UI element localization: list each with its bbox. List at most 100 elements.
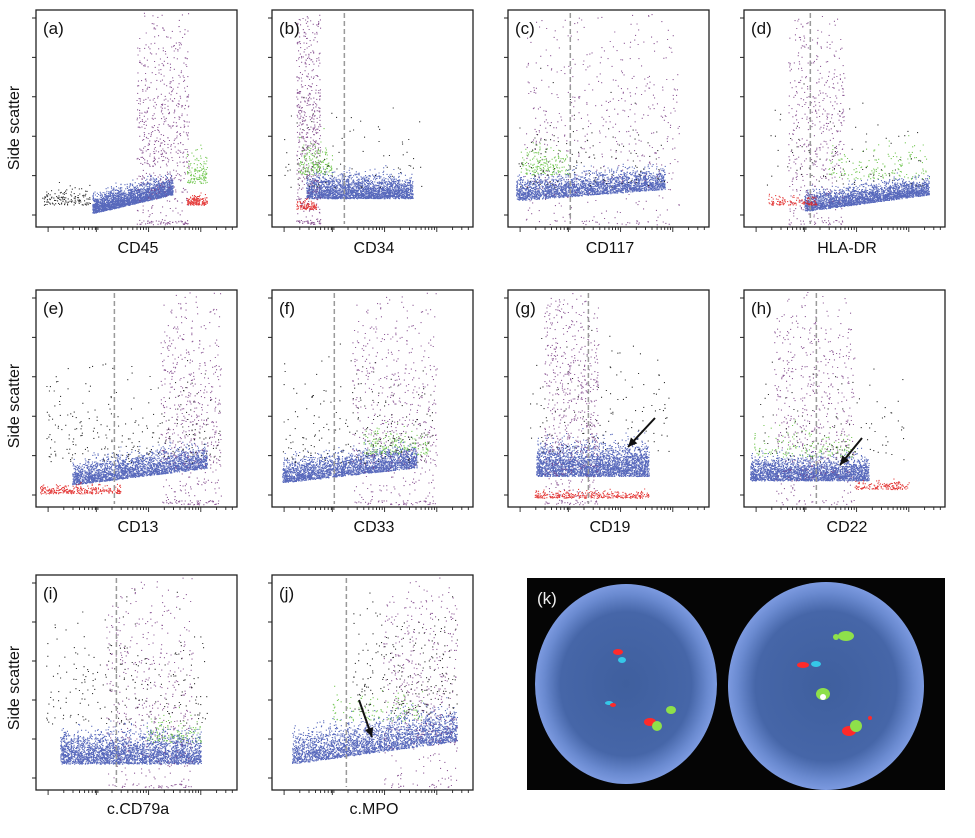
population-purple bbox=[383, 577, 458, 789]
scatter-points bbox=[46, 577, 208, 789]
population-purple bbox=[544, 293, 600, 506]
scatter-panel-d: (d) bbox=[740, 9, 946, 232]
arrow-head bbox=[628, 437, 638, 447]
plot-frame bbox=[271, 289, 474, 508]
y-ticks bbox=[268, 297, 272, 496]
scatter-panel-h: (h) bbox=[740, 289, 946, 512]
plot-frame bbox=[35, 9, 238, 228]
x-axis-label-c: CD117 bbox=[585, 240, 635, 257]
y-ticks bbox=[504, 17, 508, 216]
fish-signal-green bbox=[666, 706, 676, 714]
population-red bbox=[534, 488, 650, 499]
population-red bbox=[854, 478, 910, 491]
x-ticks bbox=[283, 227, 469, 232]
x-axis-label-j: c.MPO bbox=[349, 801, 399, 818]
population-red bbox=[186, 192, 208, 206]
panel-label: (f) bbox=[279, 299, 295, 318]
fish-signal-aqua bbox=[618, 657, 626, 663]
fish-signal-green bbox=[652, 721, 662, 731]
scatter-points bbox=[530, 293, 670, 506]
population-purple bbox=[352, 292, 438, 506]
population-purple bbox=[160, 292, 222, 506]
scatter-panel-a: (a) bbox=[32, 9, 238, 232]
x-ticks bbox=[519, 227, 705, 232]
population-blue bbox=[306, 165, 414, 200]
scatter-points bbox=[284, 14, 423, 226]
fish-signal-white bbox=[820, 694, 826, 700]
y-ticks bbox=[504, 297, 508, 496]
arrow-head bbox=[364, 727, 374, 737]
x-ticks bbox=[47, 790, 233, 795]
panel-label: (g) bbox=[515, 299, 536, 318]
population-green bbox=[332, 685, 424, 722]
plot-frame bbox=[507, 9, 710, 228]
population-black bbox=[352, 592, 458, 715]
panel-label: (j) bbox=[279, 584, 294, 603]
population-black bbox=[530, 329, 670, 453]
panel-label: (a) bbox=[43, 19, 64, 38]
y-ticks bbox=[32, 582, 36, 779]
nucleus-right bbox=[728, 582, 924, 790]
y-ticks bbox=[268, 17, 272, 216]
population-purple bbox=[106, 577, 194, 789]
population-purple bbox=[136, 12, 190, 226]
x-ticks bbox=[519, 507, 705, 512]
x-ticks bbox=[47, 227, 233, 232]
panel-label: (i) bbox=[43, 584, 58, 603]
population-purple bbox=[296, 14, 322, 226]
x-ticks bbox=[47, 507, 233, 512]
x-axis-label-d: HLA-DR bbox=[817, 240, 877, 257]
y-ticks bbox=[32, 297, 36, 496]
population-green bbox=[298, 128, 334, 176]
population-blue bbox=[72, 441, 208, 486]
fish-signal-red bbox=[610, 703, 616, 707]
population-blue bbox=[536, 428, 650, 478]
scatter-panel-e: (e) bbox=[32, 289, 238, 512]
nucleus-left bbox=[535, 584, 717, 784]
population-red bbox=[40, 482, 122, 495]
population-purple bbox=[524, 14, 680, 226]
population-green bbox=[828, 135, 930, 180]
scatter-panel-c: (c) bbox=[504, 9, 710, 232]
fish-signal-red bbox=[797, 662, 809, 668]
plot-frame bbox=[507, 289, 710, 508]
panel-label: (b) bbox=[279, 19, 300, 38]
population-black bbox=[282, 343, 434, 464]
x-axis-label-i: c.CD79a bbox=[106, 801, 170, 818]
plot-frame bbox=[743, 289, 946, 508]
panel-label: (h) bbox=[751, 299, 772, 318]
x-axis-label-b: CD34 bbox=[353, 240, 395, 257]
y-ticks bbox=[268, 582, 272, 779]
fish-signal-aqua bbox=[811, 661, 821, 667]
scatter-panel-i: (i) bbox=[32, 574, 238, 795]
scatter-points bbox=[516, 14, 680, 226]
plot-frame bbox=[271, 9, 474, 228]
population-green bbox=[363, 421, 430, 456]
fish-panel-k: (k) bbox=[527, 578, 945, 790]
x-axis-label-h: CD22 bbox=[826, 519, 868, 536]
scatter-panel-j: (j) bbox=[268, 574, 474, 795]
population-black bbox=[766, 83, 924, 187]
population-red bbox=[296, 198, 317, 211]
x-ticks bbox=[755, 507, 941, 512]
y-ticks bbox=[740, 17, 744, 216]
fish-signal-red bbox=[868, 716, 872, 720]
x-axis-label-f: CD33 bbox=[353, 519, 395, 536]
panel-label: (e) bbox=[43, 299, 64, 318]
plot-frame bbox=[271, 574, 474, 791]
scatter-points bbox=[766, 15, 930, 226]
population-blue bbox=[282, 436, 418, 484]
population-green bbox=[520, 142, 570, 176]
plot-frame bbox=[35, 289, 238, 508]
scatter-points bbox=[40, 292, 222, 506]
population-blue bbox=[750, 446, 870, 482]
population-blue bbox=[516, 163, 666, 201]
x-axis-label-a: CD45 bbox=[117, 240, 159, 257]
population-blue bbox=[92, 173, 174, 214]
plot-frame bbox=[743, 9, 946, 228]
population-black bbox=[42, 181, 91, 206]
scatter-points bbox=[292, 577, 458, 789]
y-ticks bbox=[740, 297, 744, 496]
panel-label: (k) bbox=[537, 589, 557, 608]
